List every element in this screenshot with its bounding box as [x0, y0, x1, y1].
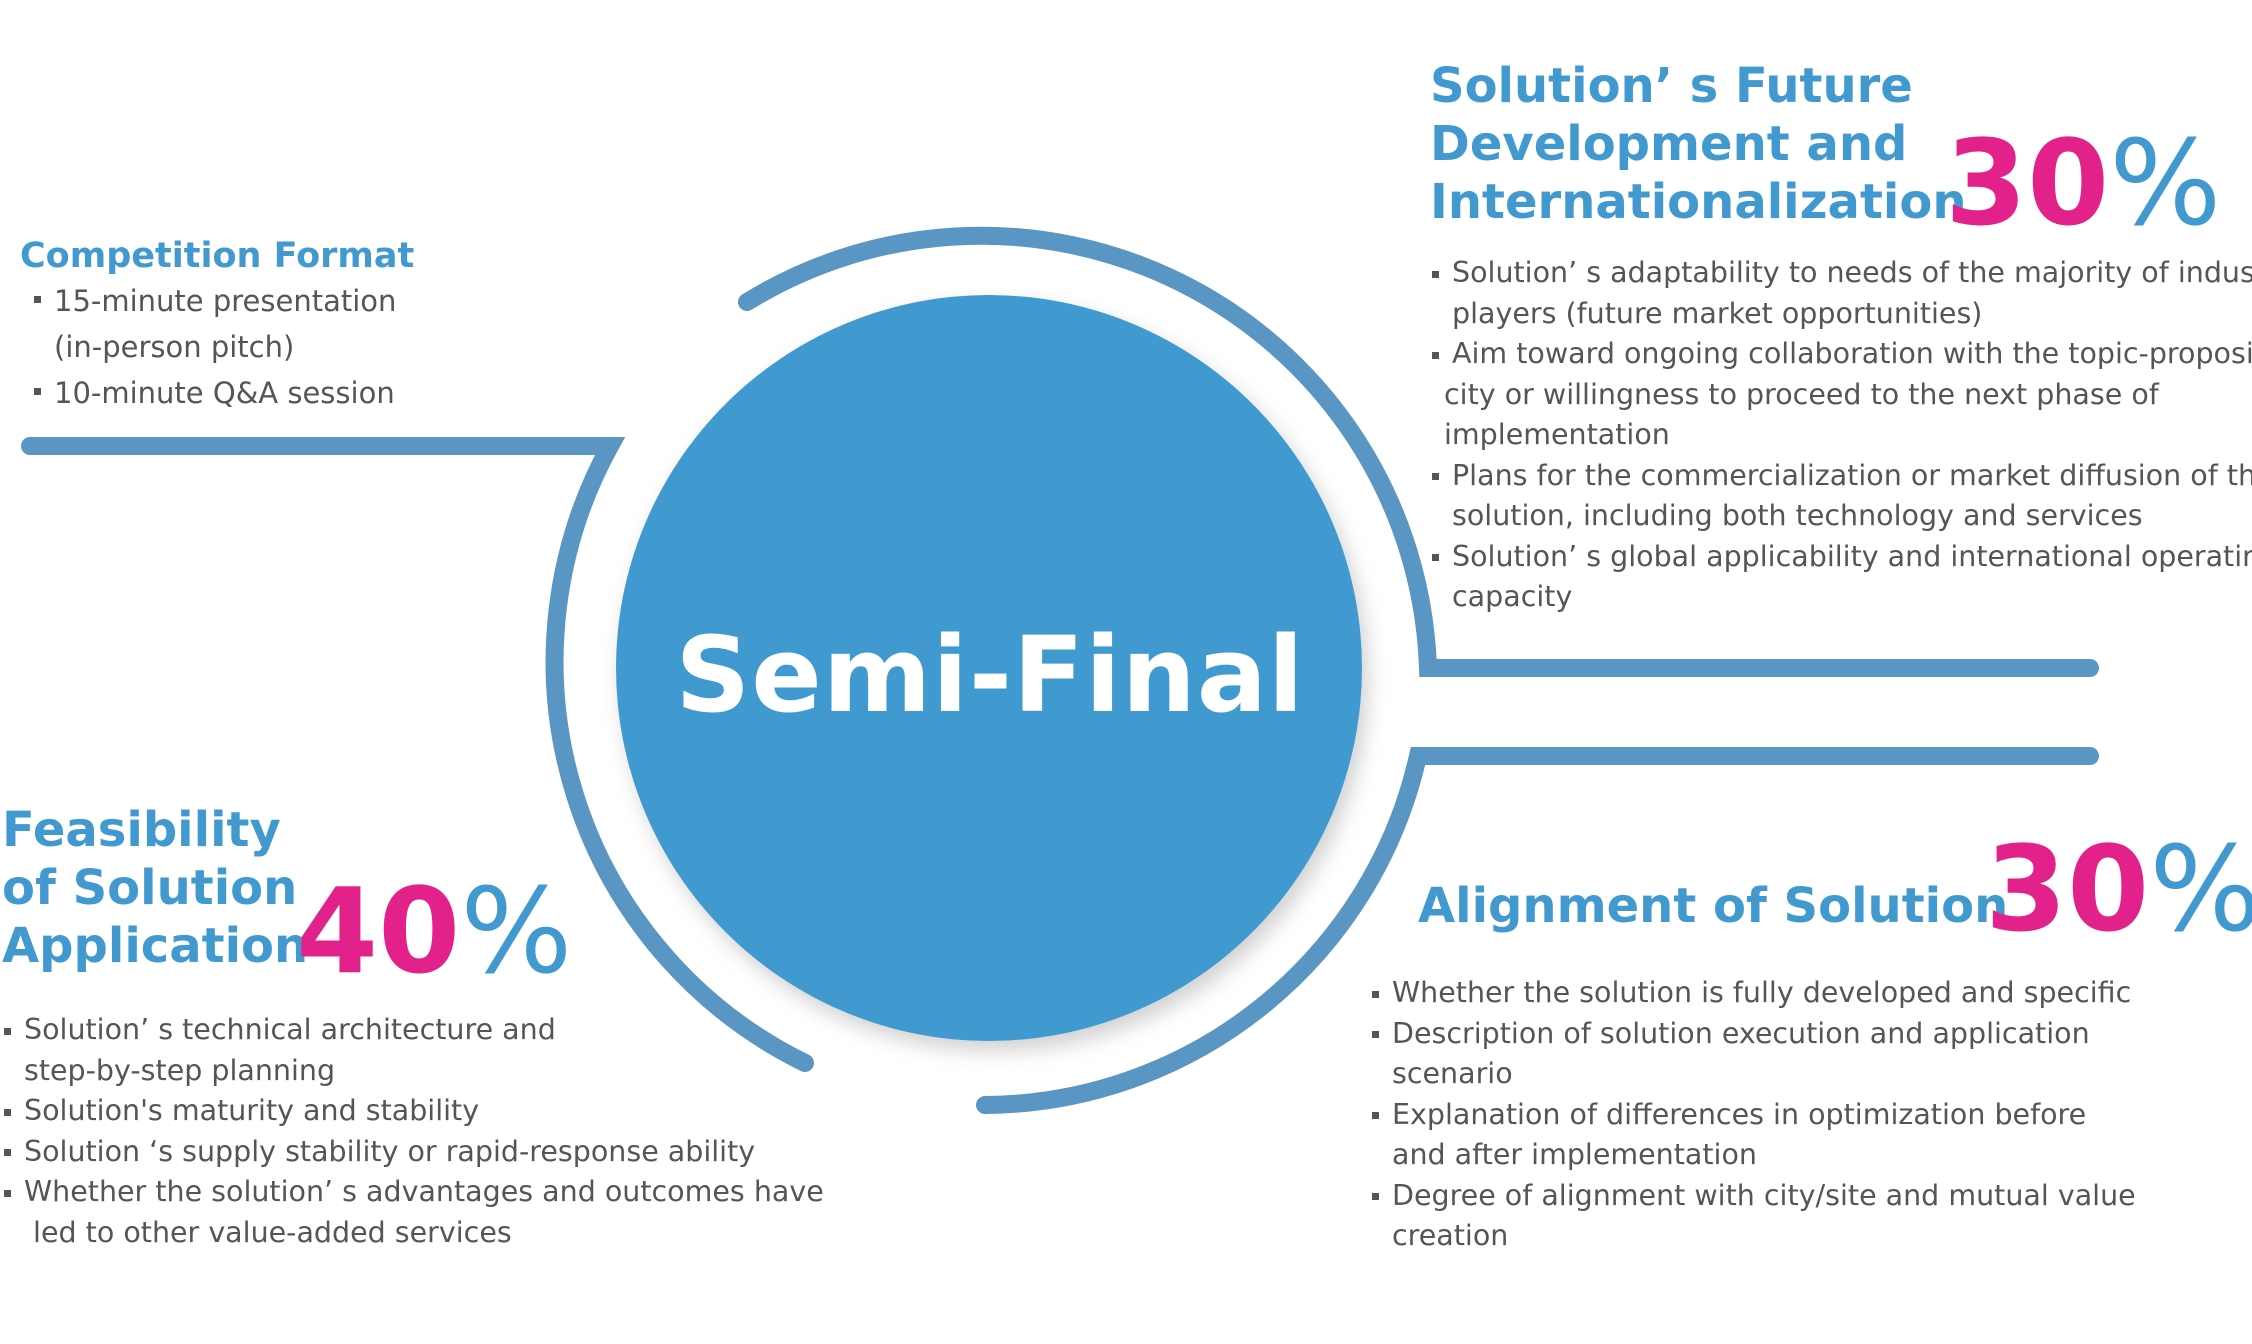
list-item: Explanation of differences in optimizati…: [1370, 1095, 2136, 1176]
bullet-line: led to other value-added services: [24, 1215, 512, 1249]
list-item: Solution’ s adaptability to needs of the…: [1430, 253, 2252, 334]
bullet-line: Solution’ s adaptability to needs of the…: [1452, 256, 2252, 289]
bullet-line: Explanation of differences in optimizati…: [1392, 1097, 2087, 1131]
list-item: Whether the solution’ s advantages and o…: [2, 1172, 824, 1253]
bullet-line: Solution ‘s supply stability or rapid-re…: [24, 1134, 756, 1168]
list-item: Plans for the commercialization or marke…: [1430, 456, 2252, 537]
heading-line: Feasibility: [2, 802, 281, 858]
lower-right-connector-arc: [976, 747, 2099, 1114]
center-title: Semi-Final: [675, 614, 1305, 736]
heading-line: Alignment of Solution: [1418, 878, 2009, 934]
heading-line: Application: [2, 918, 309, 974]
bullet-line: scenario: [1392, 1057, 1513, 1090]
future-development-weight: 30%: [1945, 124, 2221, 242]
bullet-line: Whether the solution is fully developed …: [1392, 976, 2132, 1009]
list-item: Aim toward ongoing collaboration with th…: [1430, 334, 2252, 456]
bullet-line: Solution's maturity and stability: [24, 1094, 480, 1127]
bullet-line: and after implementation: [1392, 1138, 1757, 1171]
upper-connector-arc: [738, 226, 2099, 677]
feasibility-weight: 40%: [296, 872, 572, 990]
weight-number: 30: [1945, 114, 2110, 252]
competition-format-title: Competition Format: [20, 236, 415, 276]
bullet-line: Degree of alignment with city/site and m…: [1392, 1178, 2136, 1212]
future-development-criteria: Solution’ s adaptability to needs of the…: [1430, 253, 2252, 618]
list-item: Solution’ s global applicability and int…: [1430, 537, 2252, 618]
bullet-line: Aim toward ongoing collaboration with th…: [1452, 337, 2252, 370]
weight-number: 40: [296, 862, 461, 1000]
bullet-line: Plans for the commercialization or marke…: [1452, 458, 2252, 492]
list-item: Degree of alignment with city/site and m…: [1370, 1176, 2136, 1257]
list-item: 10-minute Q&A session: [32, 370, 396, 416]
bullet-line: 10-minute Q&A session: [54, 376, 395, 410]
left-connector-arc: [21, 437, 814, 1072]
list-item: Description of solution execution and ap…: [1370, 1014, 2136, 1095]
bullet-line: players (future market opportunities): [1452, 296, 1983, 330]
heading-line: Solution’ s Future: [1430, 58, 1913, 114]
bullet-line: implementation: [1444, 418, 1670, 451]
list-item: Solution’ s technical architecture and s…: [2, 1010, 824, 1091]
weight-number: 30: [1985, 820, 2150, 958]
alignment-heading: Alignment of Solution: [1418, 877, 2008, 935]
bullet-line: (in-person pitch): [54, 330, 295, 364]
heading-line: Development and: [1430, 116, 1908, 172]
alignment-weight: 30%: [1985, 830, 2252, 948]
percent-sign: %: [460, 862, 573, 1000]
bullet-line: 15-minute presentation: [54, 284, 397, 318]
heading-line: Internationalization: [1430, 174, 1967, 230]
bullet-line: Whether the solution’ s advantages and o…: [24, 1175, 824, 1208]
list-item: Solution ‘s supply stability or rapid-re…: [2, 1132, 824, 1173]
feasibility-criteria: Solution’ s technical architecture and s…: [2, 1010, 824, 1253]
bullet-line: creation: [1392, 1219, 1509, 1252]
bullet-line: Solution’ s technical architecture and: [24, 1013, 556, 1046]
bullet-line: Solution’ s global applicability and int…: [1452, 539, 2252, 573]
bullet-line: Description of solution execution and ap…: [1392, 1016, 2090, 1050]
bullet-line: step-by-step planning: [24, 1053, 336, 1087]
bullet-line: city or willingness to proceed to the ne…: [1444, 377, 2159, 411]
percent-sign: %: [2109, 114, 2222, 252]
competition-format-list: 15-minute presentation (in-person pitch)…: [32, 278, 396, 416]
heading-line: of Solution: [2, 860, 298, 916]
bullet-line: solution, including both technology and …: [1452, 499, 2143, 532]
list-item: 15-minute presentation (in-person pitch): [32, 278, 396, 370]
percent-sign: %: [2149, 820, 2252, 958]
semi-final-circle: [616, 295, 1362, 1041]
bullet-line: capacity: [1452, 580, 1573, 613]
list-item: Solution's maturity and stability: [2, 1091, 824, 1132]
alignment-criteria: Whether the solution is fully developed …: [1370, 973, 2136, 1257]
feasibility-heading: Feasibility of Solution Application: [2, 801, 308, 975]
list-item: Whether the solution is fully developed …: [1370, 973, 2136, 1014]
future-development-heading: Solution’ s Future Development and Inter…: [1430, 57, 1966, 231]
